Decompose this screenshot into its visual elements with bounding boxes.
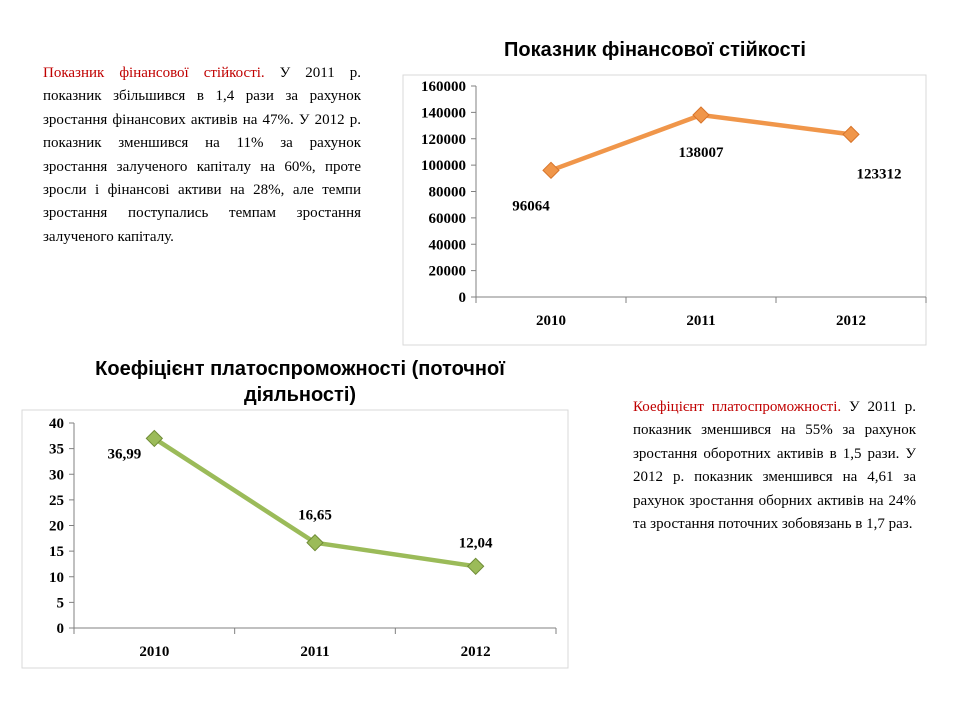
y-tick-label: 40000: [429, 237, 467, 253]
y-tick-label: 35: [49, 442, 64, 458]
x-tick-label: 2010: [139, 644, 169, 660]
x-tick-label: 2010: [536, 313, 566, 329]
data-point-marker: [306, 533, 324, 552]
y-tick-label: 10: [49, 570, 64, 586]
solvency-description: Коефіцієнт платоспроможності. У 2011 р. …: [633, 396, 916, 536]
data-label: 36,99: [107, 446, 141, 462]
financial-stability-lead: Показник фінансової стійкості.: [43, 65, 265, 81]
y-tick-label: 20000: [429, 264, 467, 280]
financial-stability-text: У 2011 р. показник збільшився в 1,4 рази…: [43, 65, 361, 245]
data-point-marker: [842, 125, 860, 144]
data-label: 96064: [512, 198, 550, 214]
y-tick-label: 120000: [421, 132, 466, 148]
chart-title: Показник фінансової стійкості: [504, 39, 806, 61]
y-tick-label: 140000: [421, 105, 466, 121]
y-tick-label: 5: [57, 595, 65, 611]
chart-title-line-2: діяльності): [244, 384, 356, 406]
data-point-marker: [542, 161, 560, 180]
chart-border: [402, 74, 927, 346]
y-tick-label: 15: [49, 544, 64, 560]
y-tick-label: 0: [57, 621, 65, 637]
y-tick-label: 160000: [421, 79, 466, 95]
y-tick-label: 80000: [429, 185, 467, 201]
y-tick-label: 20: [49, 519, 64, 535]
data-label: 12,04: [459, 535, 493, 551]
financial-stability-description: Показник фінансової стійкості. У 2011 р.…: [43, 62, 361, 249]
data-point-marker: [466, 557, 485, 576]
y-tick-label: 30: [49, 467, 64, 483]
x-tick-label: 2012: [461, 644, 491, 660]
chart-title-line-1: Коефіцієнт платоспроможності (поточної: [95, 358, 505, 380]
data-point-marker: [145, 429, 164, 448]
chart-border: [21, 409, 569, 669]
x-tick-label: 2011: [300, 644, 329, 660]
y-tick-label: 0: [459, 290, 467, 306]
y-tick-label: 25: [49, 493, 64, 509]
data-point-marker: [692, 106, 710, 124]
solvency-text: У 2011 р. показник зменшився на 55% за р…: [633, 399, 916, 533]
x-tick-label: 2011: [686, 313, 715, 329]
y-tick-label: 60000: [429, 211, 467, 227]
y-tick-label: 100000: [421, 158, 466, 174]
data-label: 16,65: [298, 508, 332, 524]
x-tick-label: 2012: [836, 313, 866, 329]
data-label: 138007: [679, 145, 725, 161]
solvency-lead: Коефіцієнт платоспроможності.: [633, 399, 842, 415]
data-label: 123312: [857, 166, 902, 182]
y-tick-label: 40: [49, 416, 64, 432]
